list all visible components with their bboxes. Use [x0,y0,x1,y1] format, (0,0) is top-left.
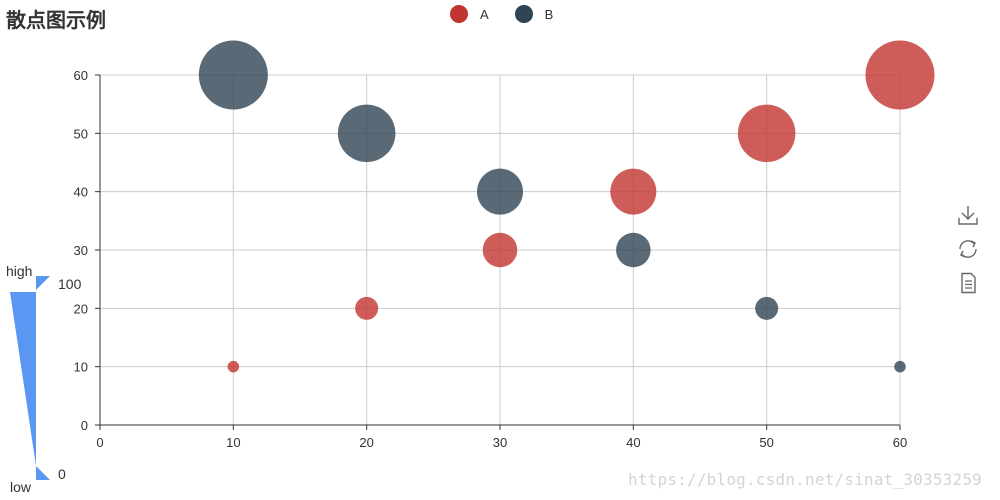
point-b [755,296,779,320]
visual-map-max-text: 100 [58,276,82,292]
x-tick-label: 50 [759,435,773,450]
data-view-icon[interactable] [956,272,980,294]
point-b [477,168,523,215]
visual-map-min-text: 0 [58,466,66,482]
point-a [610,168,657,215]
watermark: https://blog.csdn.net/sinat_30353259 [628,470,982,489]
point-a [865,40,935,110]
x-tick-label: 30 [493,435,507,450]
save-as-image-icon[interactable] [956,204,980,226]
point-b [616,232,651,268]
point-b [198,40,268,110]
x-tick-label: 40 [626,435,640,450]
legend: A B [450,5,579,23]
x-tick-label: 60 [893,435,907,450]
point-b [337,104,396,163]
point-b [894,360,906,373]
visual-map-bar [10,292,36,466]
point-a [482,232,518,268]
visual-map-handle-low [36,466,50,480]
legend-swatch-a [450,5,468,23]
legend-swatch-b [514,5,533,23]
legend-item-b[interactable]: B [514,5,554,23]
y-tick-label: 0 [81,418,88,433]
y-tick-label: 40 [74,185,88,200]
legend-label-a: A [480,6,489,22]
point-a [355,296,379,320]
legend-label-b: B [544,6,554,22]
y-tick-label: 20 [74,301,88,316]
point-a [227,360,240,373]
visual-map-high-label: high [6,263,33,279]
point-a [737,104,796,163]
visual-map-handle-high [36,276,50,290]
chart-title: 散点图示例 [6,8,106,32]
data-points [198,40,935,373]
restore-icon[interactable] [956,238,980,260]
y-tick-label: 50 [74,126,88,141]
x-tick-label: 20 [359,435,373,450]
visual-map-low-label: low [10,479,32,495]
x-tick-label: 0 [96,435,103,450]
y-tick-label: 10 [74,360,88,375]
axes: 0 10 20 30 40 50 60 0 10 20 30 40 50 60 [74,68,908,450]
toolbox [956,204,980,294]
y-tick-label: 30 [74,243,88,258]
legend-item-a[interactable]: A [450,5,489,23]
y-tick-label: 60 [74,68,88,83]
x-tick-label: 10 [226,435,240,450]
visual-map [10,276,50,480]
